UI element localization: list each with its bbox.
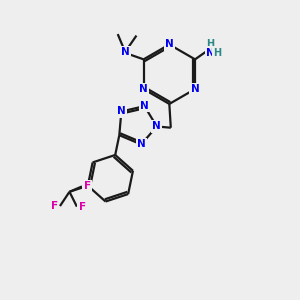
Text: N: N xyxy=(152,122,161,131)
Text: N: N xyxy=(140,101,149,111)
Text: N: N xyxy=(191,84,200,94)
Text: H: H xyxy=(213,47,221,58)
Text: N: N xyxy=(117,106,126,116)
Text: F: F xyxy=(79,202,86,212)
Text: N: N xyxy=(165,40,174,50)
Text: F: F xyxy=(51,201,58,211)
Text: N: N xyxy=(121,47,130,57)
Text: H: H xyxy=(206,40,214,50)
Text: N: N xyxy=(139,84,148,94)
Text: N: N xyxy=(206,47,214,58)
Text: N: N xyxy=(137,140,146,149)
Text: F: F xyxy=(84,182,91,191)
